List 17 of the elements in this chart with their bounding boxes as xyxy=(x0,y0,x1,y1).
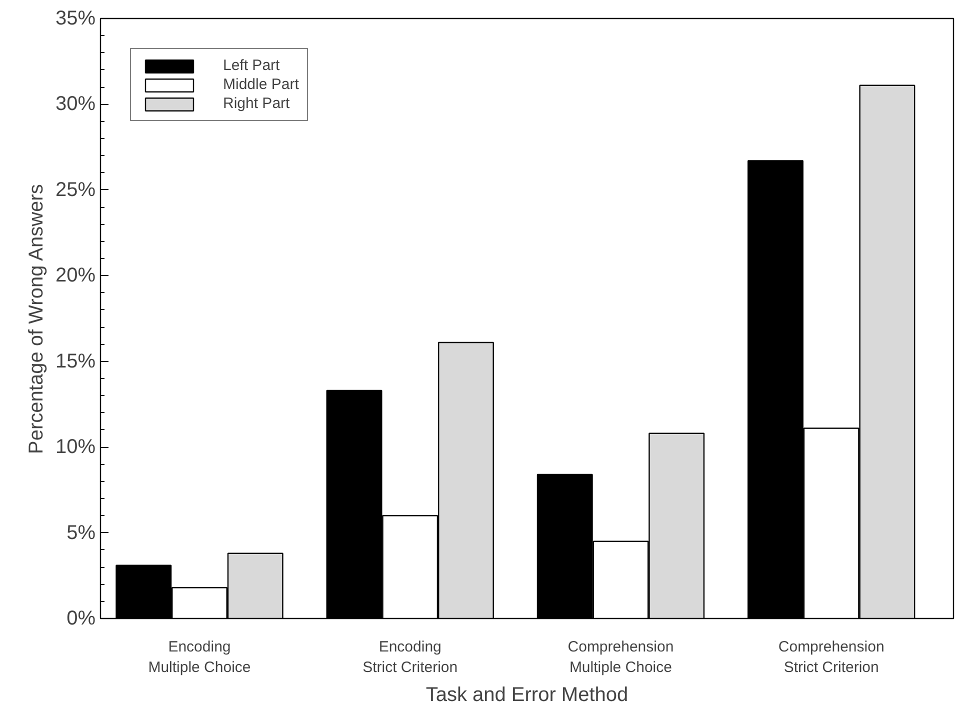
x-axis-title: Task and Error Method xyxy=(426,684,628,706)
y-tick-label: 5% xyxy=(66,522,96,544)
y-tick-label: 35% xyxy=(55,8,96,30)
y-tick-label: 30% xyxy=(55,93,96,116)
x-tick-label: Comprehension Strict Criterion xyxy=(778,638,884,676)
legend-label: Right Part xyxy=(223,95,290,112)
y-tick-label: 15% xyxy=(55,350,96,372)
x-tick-label: Encoding Strict Criterion xyxy=(362,638,458,676)
y-tick-label: 25% xyxy=(55,178,96,201)
y-axis-title: Percentage of Wrong Answers xyxy=(25,184,48,454)
legend-label: Middle Part xyxy=(223,76,299,93)
x-tick-label: Encoding Multiple Choice xyxy=(148,638,251,676)
y-tick-label: 20% xyxy=(55,264,96,287)
y-tick-label: 0% xyxy=(66,608,96,630)
legend-label: Left Part xyxy=(223,57,280,74)
x-tick-label: Comprehension Multiple Choice xyxy=(568,638,674,676)
y-tick-label: 10% xyxy=(55,436,96,458)
